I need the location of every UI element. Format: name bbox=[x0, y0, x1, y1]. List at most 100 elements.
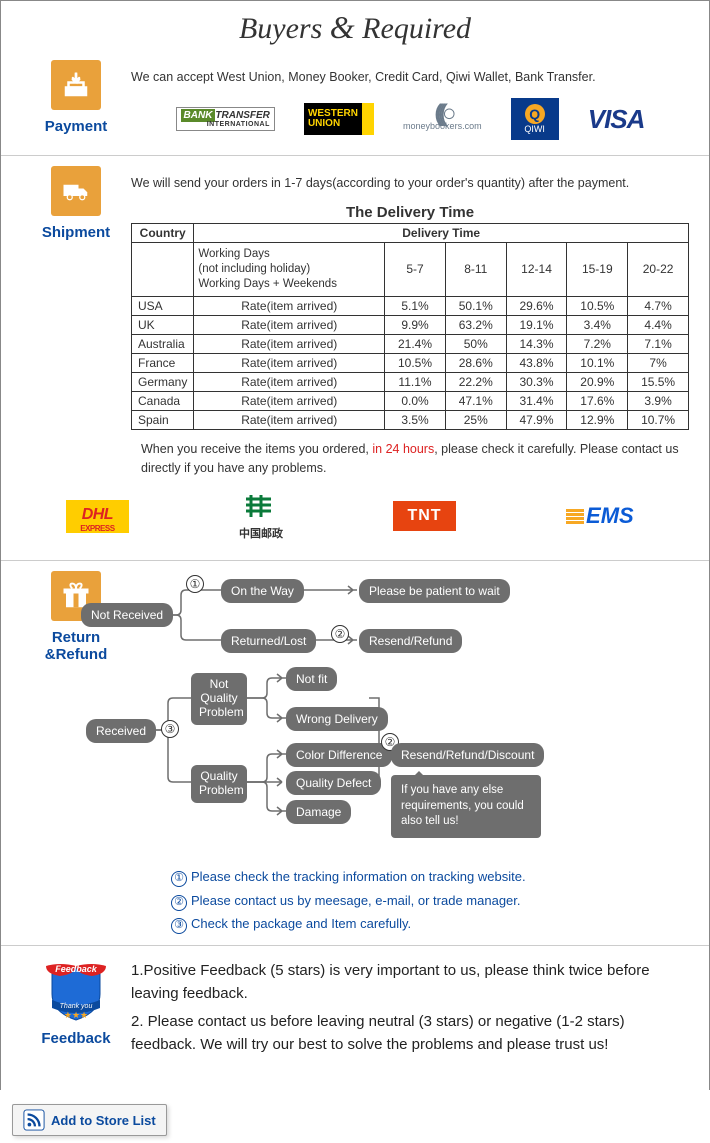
moneybookers-logo: ((((○ moneybookers.com bbox=[403, 107, 482, 131]
cell-rate: 50.1% bbox=[445, 296, 506, 315]
node-quality-defect: Quality Defect bbox=[286, 771, 381, 795]
dhl-logo: DHL EXPRESS bbox=[66, 500, 128, 533]
time-col-4: 20-22 bbox=[628, 243, 689, 297]
return-body: Not Received ① On the Way Returned/Lost … bbox=[131, 571, 691, 855]
legend-t3: Check the package and Item carefully. bbox=[191, 916, 411, 931]
feedback-text: 1.Positive Feedback (5 stars) is very im… bbox=[131, 960, 689, 1056]
payment-body: We can accept West Union, Money Booker, … bbox=[131, 60, 689, 140]
wu-l2: UNION bbox=[308, 119, 358, 129]
note-before: When you receive the items you ordered, bbox=[141, 442, 372, 456]
visa-logo: VISA bbox=[588, 104, 645, 135]
shipment-intro: We will send your orders in 1-7 days(acc… bbox=[131, 176, 689, 190]
cell-rate: 10.7% bbox=[628, 410, 689, 429]
feedback-label: Feedback bbox=[41, 1030, 110, 1047]
node-received: Received bbox=[86, 719, 156, 743]
bt-transfer: TRANSFER bbox=[215, 110, 269, 121]
cell-rate: 20.9% bbox=[567, 372, 628, 391]
th-delivery: Delivery Time bbox=[194, 224, 689, 243]
header-title-left: Buyers bbox=[239, 12, 322, 45]
cell-rate: 3.5% bbox=[385, 410, 446, 429]
header-title-right: Required bbox=[362, 12, 471, 45]
cell-rate-label: Rate(item arrived) bbox=[194, 391, 385, 410]
table-row: GermanyRate(item arrived)11.1%22.2%30.3%… bbox=[132, 372, 689, 391]
dhl-name: DHL bbox=[82, 506, 113, 523]
cell-rate: 5.1% bbox=[385, 296, 446, 315]
cell-country: UK bbox=[132, 315, 194, 334]
table-row: AustraliaRate(item arrived)21.4%50%14.3%… bbox=[132, 334, 689, 353]
qiwi-logo: Q QIWI bbox=[511, 98, 559, 140]
cell-rate: 12.9% bbox=[567, 410, 628, 429]
cell-rate: 47.9% bbox=[506, 410, 567, 429]
carrier-logos-row: DHL EXPRESS 中国邮政 TNT EMS bbox=[11, 487, 689, 545]
cell-rate: 9.9% bbox=[385, 315, 446, 334]
cell-rate-label: Rate(item arrived) bbox=[194, 334, 385, 353]
cell-country: USA bbox=[132, 296, 194, 315]
legend-2: ②Please contact us by meesage, e-mail, o… bbox=[171, 889, 689, 912]
payment-icon-col: Payment bbox=[21, 60, 131, 135]
legend-t1: Please check the tracking information on… bbox=[191, 869, 526, 884]
shipment-icon bbox=[51, 166, 101, 216]
payment-intro: We can accept West Union, Money Booker, … bbox=[131, 70, 689, 84]
mb-arcs-icon: ((((○ bbox=[403, 107, 482, 121]
node-on-way: On the Way bbox=[221, 579, 304, 603]
node-not-received: Not Received bbox=[81, 603, 173, 627]
dhl-sub: EXPRESS bbox=[80, 524, 114, 533]
node-returned-lost: Returned/Lost bbox=[221, 629, 316, 653]
cell-rate: 28.6% bbox=[445, 353, 506, 372]
table-row: UKRate(item arrived)9.9%63.2%19.1%3.4%4.… bbox=[132, 315, 689, 334]
cell-rate: 11.1% bbox=[385, 372, 446, 391]
cell-rate: 10.5% bbox=[567, 296, 628, 315]
time-col-1: 8-11 bbox=[445, 243, 506, 297]
legend-num-3: ③ bbox=[171, 918, 187, 934]
cell-rate: 0.0% bbox=[385, 391, 446, 410]
node-not-fit: Not fit bbox=[286, 667, 337, 691]
return-legend: ① Please check the tracking information o… bbox=[171, 865, 689, 935]
node-quality: QualityProblem bbox=[191, 765, 247, 803]
legend-num-1: ① bbox=[171, 871, 187, 887]
cell-rate-label: Rate(item arrived) bbox=[194, 296, 385, 315]
legend-1: ① Please check the tracking information o… bbox=[171, 865, 689, 888]
feedback-shield-icon: Feedback Thank you ★★★ bbox=[40, 960, 112, 1024]
cell-rate: 10.5% bbox=[385, 353, 446, 372]
cell-rate: 15.5% bbox=[628, 372, 689, 391]
feedback-line-1: 1.Positive Feedback (5 stars) is very im… bbox=[131, 960, 689, 1005]
time-col-3: 15-19 bbox=[567, 243, 628, 297]
cell-country: Germany bbox=[132, 372, 194, 391]
shipment-label: Shipment bbox=[42, 224, 110, 241]
wd-l2: (not including holiday) bbox=[198, 262, 380, 277]
rss-icon bbox=[23, 1109, 45, 1131]
node-resend-refund: Resend/Refund bbox=[359, 629, 462, 653]
svg-text:★★★: ★★★ bbox=[64, 1010, 88, 1020]
table-row: FranceRate(item arrived)10.5%28.6%43.8%1… bbox=[132, 353, 689, 372]
shipment-note: When you receive the items you ordered, … bbox=[141, 440, 689, 478]
ems-stripes-icon bbox=[566, 509, 584, 524]
tnt-logo: TNT bbox=[393, 501, 455, 531]
delivery-table-title: The Delivery Time bbox=[131, 204, 689, 221]
bt-intl: INTERNATIONAL bbox=[181, 121, 270, 128]
cell-rate: 31.4% bbox=[506, 391, 567, 410]
cell-rate: 14.3% bbox=[506, 334, 567, 353]
cell-rate: 29.6% bbox=[506, 296, 567, 315]
add-to-store-button[interactable]: Add to Store List bbox=[12, 1104, 167, 1136]
table-row: SpainRate(item arrived)3.5%25%47.9%12.9%… bbox=[132, 410, 689, 429]
shipment-body: We will send your orders in 1-7 days(acc… bbox=[131, 166, 689, 545]
cell-rate: 21.4% bbox=[385, 334, 446, 353]
time-col-2: 12-14 bbox=[506, 243, 567, 297]
cell-rate: 25% bbox=[445, 410, 506, 429]
table-row: CanadaRate(item arrived)0.0%47.1%31.4%17… bbox=[132, 391, 689, 410]
cell-rate: 22.2% bbox=[445, 372, 506, 391]
cell-rate: 47.1% bbox=[445, 391, 506, 410]
payment-logos-row: BANKTRANSFER INTERNATIONAL WESTERN UNION… bbox=[131, 98, 689, 140]
cell-country: Australia bbox=[132, 334, 194, 353]
store-btn-text: Add to Store List bbox=[51, 1113, 156, 1128]
svg-text:Feedback: Feedback bbox=[55, 964, 98, 974]
return-section: Return &Refund bbox=[1, 560, 709, 945]
wd-l3: Working Days + Weekends bbox=[198, 277, 380, 292]
wd-cell: Working Days (not including holiday) Wor… bbox=[194, 243, 385, 297]
feedback-badge-col: Feedback Thank you ★★★ Feedback bbox=[21, 960, 131, 1047]
header-title: Buyers & Required bbox=[1, 1, 709, 50]
legend-3: ③ Check the package and Item carefully. bbox=[171, 912, 689, 935]
table-row: USARate(item arrived)5.1%50.1%29.6%10.5%… bbox=[132, 296, 689, 315]
ems-text: EMS bbox=[586, 503, 634, 529]
delivery-table: Country Delivery Time Working Days (not … bbox=[131, 223, 689, 430]
